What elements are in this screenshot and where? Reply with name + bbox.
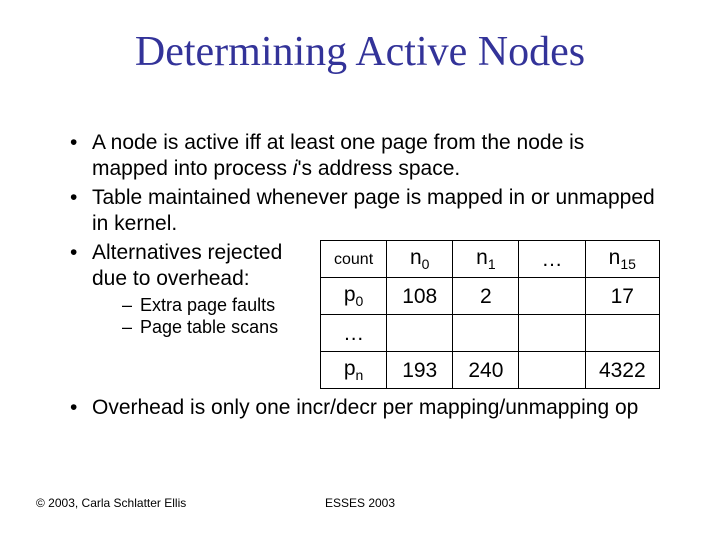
cell-0-2 <box>519 278 585 315</box>
bullet-2: Table maintained whenever page is mapped… <box>70 185 660 236</box>
cell-1-1 <box>453 315 519 352</box>
col-header-2: … <box>519 241 585 278</box>
row2-h-sub: n <box>356 367 364 383</box>
sub-bullet-2-text: Page table scans <box>140 317 278 337</box>
cell-2-0: 193 <box>387 352 453 389</box>
col-h0-main: n <box>410 246 422 269</box>
row0-h-sub: 0 <box>356 293 364 309</box>
bullet-list: A node is active iff at least one page f… <box>70 130 660 421</box>
bullet-1: A node is active iff at least one page f… <box>70 130 660 181</box>
bullet-1-text-post: 's address space. <box>297 157 460 180</box>
row1-h-main: … <box>343 322 364 345</box>
col-h3-main: n <box>609 246 621 269</box>
table-row: … <box>321 315 660 352</box>
cell-2-2 <box>519 352 585 389</box>
table-row: pn 193 240 4322 <box>321 352 660 389</box>
col-h1-main: n <box>476 246 488 269</box>
row0-h-main: p <box>344 283 356 306</box>
col-h0-sub: 0 <box>422 256 430 272</box>
slide-title: Determining Active Nodes <box>0 28 720 76</box>
bullet-3-text: Alternatives rejected due to overhead: <box>92 241 282 290</box>
count-table: count n0 n1 … n15 p0 108 2 <box>320 240 660 389</box>
cell-0-3: 17 <box>585 278 659 315</box>
cell-1-0 <box>387 315 453 352</box>
slide: Determining Active Nodes A node is activ… <box>0 0 720 540</box>
bullet-4: Overhead is only one incr/decr per mappi… <box>70 395 660 421</box>
sub-bullet-1-text: Extra page faults <box>140 295 275 315</box>
table-corner: count <box>321 241 387 278</box>
col-h2-main: … <box>542 248 563 271</box>
cell-2-3: 4322 <box>585 352 659 389</box>
col-h1-sub: 1 <box>488 256 496 272</box>
bullet-2-text: Table maintained whenever page is mapped… <box>92 186 655 235</box>
cell-0-1: 2 <box>453 278 519 315</box>
row-0-hdr: p0 <box>321 278 387 315</box>
col-h3-sub: 15 <box>620 256 636 272</box>
sub-bullet-2: Page table scans <box>122 316 302 339</box>
row-2-hdr: pn <box>321 352 387 389</box>
slide-body: A node is active iff at least one page f… <box>70 130 660 425</box>
bullet-4-text: Overhead is only one incr/decr per mappi… <box>92 396 638 419</box>
col-header-1: n1 <box>453 241 519 278</box>
table-row: p0 108 2 17 <box>321 278 660 315</box>
right-col: count n0 n1 … n15 p0 108 2 <box>320 240 660 389</box>
left-col: Alternatives rejected due to overhead: E… <box>92 240 302 338</box>
sub-bullet-1: Extra page faults <box>122 294 302 317</box>
cell-1-2 <box>519 315 585 352</box>
col-header-0: n0 <box>387 241 453 278</box>
sub-list: Extra page faults Page table scans <box>92 294 302 339</box>
two-col-wrap: Alternatives rejected due to overhead: E… <box>92 240 660 389</box>
cell-2-1: 240 <box>453 352 519 389</box>
col-header-3: n15 <box>585 241 659 278</box>
table-header-row: count n0 n1 … n15 <box>321 241 660 278</box>
bullet-3-and-table: Alternatives rejected due to overhead: E… <box>70 240 660 389</box>
cell-1-3 <box>585 315 659 352</box>
footer-venue: ESSES 2003 <box>0 496 720 510</box>
row-1-hdr: … <box>321 315 387 352</box>
row2-h-main: p <box>344 357 356 380</box>
cell-0-0: 108 <box>387 278 453 315</box>
